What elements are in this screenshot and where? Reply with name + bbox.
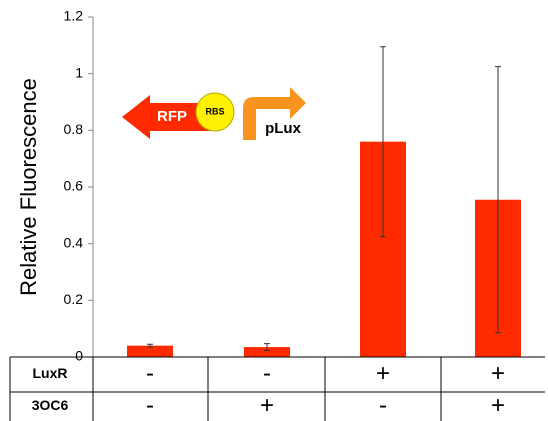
error-bar bbox=[147, 343, 153, 348]
bar bbox=[244, 347, 290, 357]
rbs-label: RBS bbox=[205, 106, 224, 116]
rbs-circle bbox=[195, 92, 235, 132]
y-tick-label: 0.4 bbox=[64, 234, 84, 250]
bar bbox=[127, 345, 173, 357]
row-label: LuxR bbox=[33, 365, 68, 381]
error-bar bbox=[264, 343, 270, 351]
cell-sign: + bbox=[260, 392, 274, 419]
cell-sign: - bbox=[146, 392, 154, 419]
error-bar bbox=[380, 46, 386, 238]
y-tick-label: 0.8 bbox=[64, 121, 84, 137]
cell-sign: - bbox=[146, 360, 154, 387]
row-label: 3OC6 bbox=[32, 397, 69, 413]
cell-sign: - bbox=[379, 392, 387, 419]
y-tick-label: 1.2 bbox=[64, 8, 84, 24]
error-bar bbox=[495, 66, 501, 334]
y-tick-label: 1 bbox=[75, 64, 83, 80]
rfp-arrow bbox=[122, 95, 210, 139]
construct-diagram: RFP RBS pLux bbox=[122, 87, 306, 140]
cell-sign: + bbox=[491, 360, 505, 387]
y-tick-label: 0.2 bbox=[64, 291, 84, 307]
cell-sign: + bbox=[491, 392, 505, 419]
cell-sign: - bbox=[263, 360, 271, 387]
cell-sign: + bbox=[376, 360, 390, 387]
y-tick-label: 0 bbox=[75, 348, 83, 364]
y-axis-title: Relative Fluorescence bbox=[16, 78, 41, 296]
plux-label: pLux bbox=[265, 120, 301, 137]
y-tick-label: 0.6 bbox=[64, 178, 84, 194]
promoter-arrow bbox=[243, 87, 306, 140]
rfp-label: RFP bbox=[157, 108, 187, 125]
